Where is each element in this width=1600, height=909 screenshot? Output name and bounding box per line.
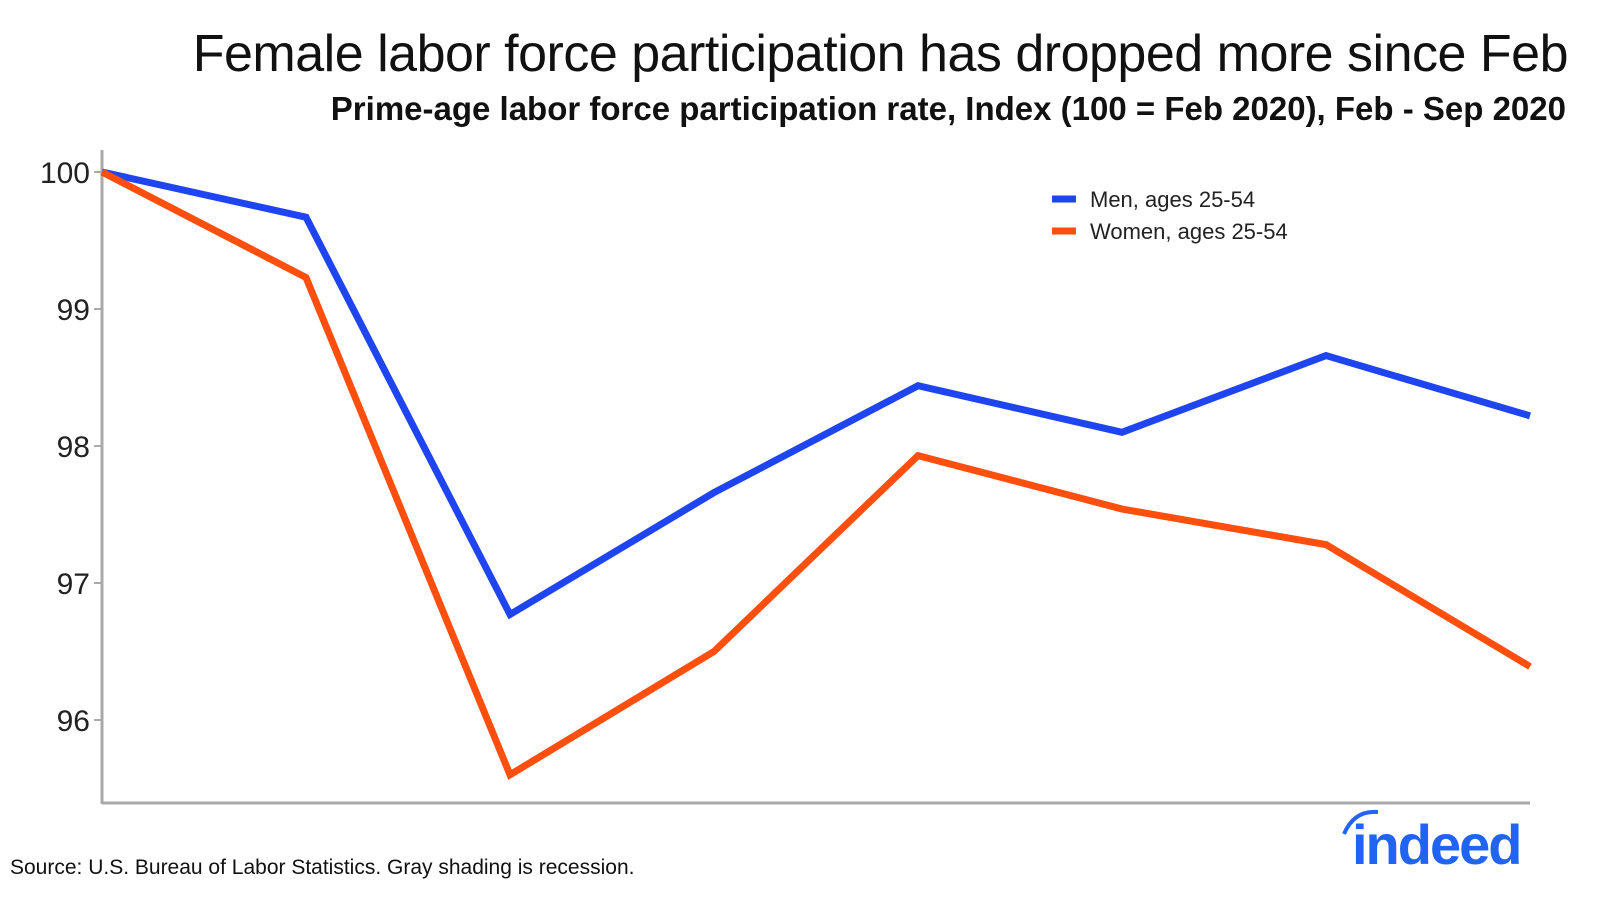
y-tick-label: 97 xyxy=(57,568,90,601)
legend-label: Men, ages 25-54 xyxy=(1090,187,1255,212)
series-line-women xyxy=(100,168,1532,780)
series-line-men xyxy=(101,168,1531,620)
chart-subtitle: Prime-age labor force participation rate… xyxy=(330,90,1566,127)
indeed-logo: indeed xyxy=(1342,809,1522,877)
logo-text: indeed xyxy=(1352,813,1522,876)
logo-arc-icon xyxy=(1342,809,1379,835)
source-note: Source: U.S. Bureau of Labor Statistics.… xyxy=(10,856,635,879)
chart-title: Female labor force participation has dro… xyxy=(192,25,1569,83)
y-tick-label: 100 xyxy=(40,157,90,190)
y-tick-label: 99 xyxy=(57,294,90,327)
y-tick-label: 98 xyxy=(57,431,90,464)
legend-label: Women, ages 25-54 xyxy=(1090,219,1288,244)
y-tick-label: 96 xyxy=(57,705,90,738)
